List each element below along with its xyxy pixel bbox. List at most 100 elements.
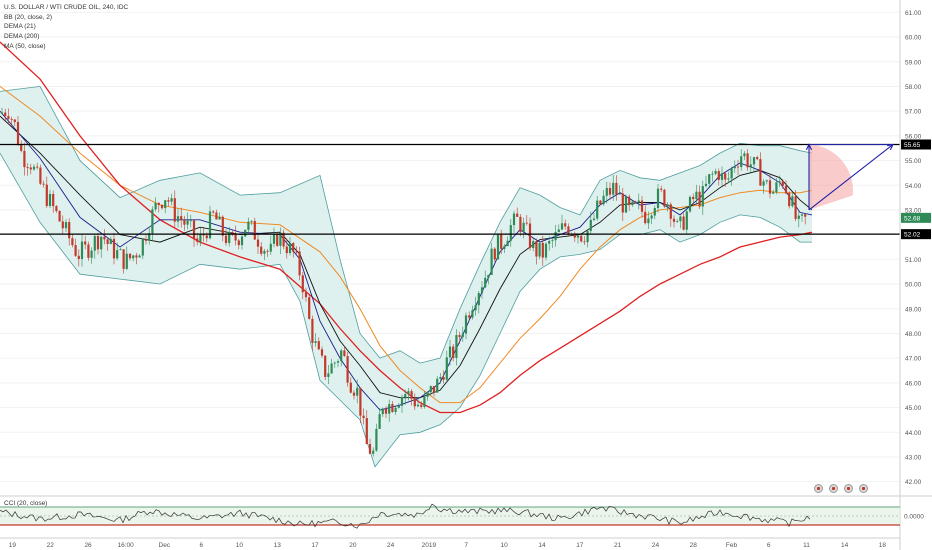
candle-body xyxy=(279,232,282,246)
candle-body xyxy=(135,255,138,258)
candle-body xyxy=(538,242,541,257)
legend-bb[interactable]: BB (20, close, 2) xyxy=(4,13,53,21)
bollinger-band-fill xyxy=(0,86,812,467)
legend-dema200[interactable]: DEMA (200) xyxy=(4,33,40,41)
candle-body xyxy=(202,234,205,236)
candle-body xyxy=(756,157,759,160)
candle-body xyxy=(746,153,749,168)
candle-body xyxy=(199,234,202,242)
candle-body xyxy=(464,315,468,334)
candle-body xyxy=(266,250,269,252)
candle-body xyxy=(375,428,378,451)
candle-body xyxy=(272,234,276,244)
price-tick-label: 55.00 xyxy=(905,158,922,165)
candle-body xyxy=(660,188,663,190)
chart-legend: U.S. DOLLAR / WTI CRUDE OIL, 240, IDC BB… xyxy=(4,3,128,52)
candle-body xyxy=(685,211,688,230)
candle-body xyxy=(39,167,42,184)
cci-legend[interactable]: CCI (20, close) xyxy=(4,500,48,507)
fan-shape xyxy=(809,144,853,210)
candle-body xyxy=(496,234,500,260)
candle-body xyxy=(586,230,589,243)
candle-body xyxy=(170,198,173,202)
price-tick-label: 56.00 xyxy=(905,133,922,140)
time-tick-label: 2019 xyxy=(422,542,437,549)
candle-body xyxy=(100,236,103,250)
candle-body xyxy=(260,246,263,254)
candle-body xyxy=(413,398,416,407)
candle-body xyxy=(4,112,7,117)
us-flag-icon[interactable] xyxy=(859,484,868,493)
candle-body xyxy=(439,376,442,379)
candle-body xyxy=(154,202,157,210)
candle-body xyxy=(288,243,292,254)
candle-body xyxy=(122,249,125,269)
candle-body xyxy=(119,249,122,251)
legend-dema21[interactable]: DEMA (21) xyxy=(4,23,36,31)
candle-body xyxy=(592,218,596,220)
candle-body xyxy=(106,239,109,244)
candle-body xyxy=(109,238,112,244)
candle-body xyxy=(695,191,698,200)
candle-body xyxy=(58,210,61,222)
candle-body xyxy=(436,378,439,393)
candle-body xyxy=(522,222,525,232)
candle-body xyxy=(84,241,87,245)
candle-body xyxy=(317,341,320,350)
legend-ma50[interactable]: MA (50, close) xyxy=(4,42,46,50)
candle-body xyxy=(432,386,436,393)
candle-body xyxy=(666,204,669,207)
candle-body xyxy=(55,206,58,211)
candle-body xyxy=(346,356,349,383)
cci-line xyxy=(0,503,811,529)
time-tick-label: 14 xyxy=(538,542,546,549)
price-tick-label: 51.00 xyxy=(905,257,922,264)
candle-body xyxy=(580,235,583,242)
drawing-tools[interactable] xyxy=(0,143,900,235)
candle-body xyxy=(800,214,804,216)
time-tick-label: 13 xyxy=(274,542,282,549)
candle-body xyxy=(612,182,615,195)
us-flag-icon[interactable] xyxy=(829,484,838,493)
candle-body xyxy=(720,173,724,180)
cci-level-label: 0.0000 xyxy=(904,514,924,521)
price-label-box xyxy=(901,139,931,150)
candle-body xyxy=(736,166,740,168)
price-axis: 42.00 43.00 44.00 45.00 46.00 47.00 48.00 49.00… xyxy=(899,0,931,550)
candle-body xyxy=(701,186,704,207)
event-flags[interactable] xyxy=(814,484,868,493)
candle-body xyxy=(352,392,356,396)
candle-body xyxy=(205,235,208,239)
candle-body xyxy=(356,387,359,396)
candle-body xyxy=(250,221,253,222)
candle-body xyxy=(544,243,548,258)
us-flag-icon[interactable] xyxy=(844,484,853,493)
candle-body xyxy=(404,394,407,398)
candle-body xyxy=(189,220,192,222)
candle-body xyxy=(10,119,13,120)
price-label-text: 52.02 xyxy=(904,232,921,239)
us-flag-icon[interactable] xyxy=(814,484,823,493)
candle-body xyxy=(778,181,781,183)
indicator-lines xyxy=(0,41,813,468)
time-tick-label: 11 xyxy=(803,542,810,549)
candle-body xyxy=(676,221,679,222)
arrow-head xyxy=(887,143,894,151)
candle-body xyxy=(87,244,90,258)
candle-body xyxy=(788,193,791,207)
candle-body xyxy=(423,396,426,407)
candle-body xyxy=(29,167,32,170)
candle-body xyxy=(247,221,250,230)
bb-area xyxy=(0,86,812,467)
candle-body xyxy=(679,216,682,222)
candle-body xyxy=(487,274,490,278)
candle-body xyxy=(618,193,621,195)
candle-body xyxy=(16,121,20,145)
candle-body xyxy=(253,221,256,240)
candle-body xyxy=(429,386,432,393)
candle-body xyxy=(36,166,39,168)
candle-body xyxy=(372,450,375,454)
candle-body xyxy=(682,216,685,230)
time-tick-label: 16:00 xyxy=(117,542,134,549)
